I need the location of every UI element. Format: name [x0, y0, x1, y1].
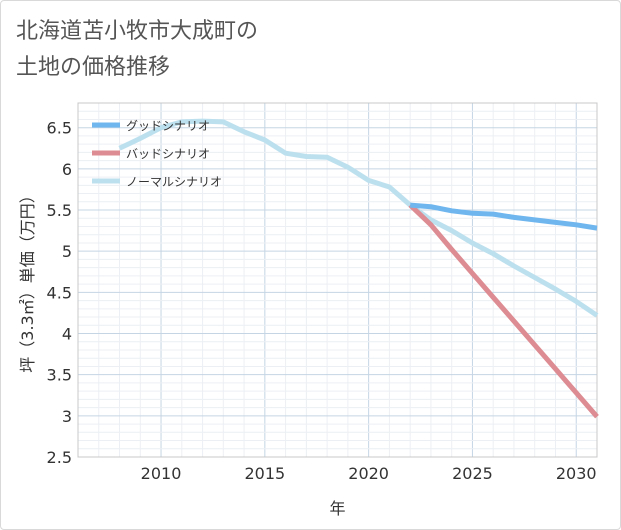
y-axis-title: 坪（3.3㎡）単価（万円）	[18, 187, 37, 372]
y-tick-label: 5.5	[47, 201, 72, 220]
x-tick-label: 2010	[141, 464, 182, 483]
legend-label: ノーマルシナリオ	[126, 175, 222, 189]
grid	[78, 103, 597, 457]
x-tick-label: 2025	[452, 464, 493, 483]
y-tick-label: 6	[62, 160, 72, 179]
series-lines	[118, 118, 599, 419]
x-axis-title: 年	[329, 499, 345, 518]
x-tick-label: 2020	[348, 464, 389, 483]
legend-label: グッドシナリオ	[126, 119, 210, 133]
y-tick-label: 4	[62, 325, 72, 344]
y-tick-label: 5	[62, 242, 72, 261]
x-tick-label: 2015	[244, 464, 285, 483]
y-tick-label: 4.5	[47, 283, 72, 302]
y-tick-label: 2.5	[47, 448, 72, 467]
x-axis: 2010 2015 2020 2025 2030	[141, 464, 597, 483]
x-tick-label: 2030	[556, 464, 597, 483]
chart-title: 北海道苫小牧市大成町の 土地の価格推移	[16, 14, 258, 86]
series-line-0	[410, 202, 598, 231]
series-line-2	[118, 118, 599, 318]
y-tick-label: 3	[62, 407, 72, 426]
chart-title-line1: 北海道苫小牧市大成町の	[16, 19, 259, 44]
y-tick-label: 6.5	[47, 119, 72, 138]
y-axis: 2.5 3 3.5 4 4.5 5 5.5 6 6.5	[47, 119, 72, 467]
y-tick-label: 3.5	[47, 366, 72, 385]
chart-title-line2: 土地の価格推移	[16, 55, 171, 80]
series-line-1	[408, 203, 599, 419]
plot-border	[77, 102, 598, 458]
legend-label: バッドシナリオ	[126, 147, 210, 161]
plot-area	[77, 102, 598, 458]
